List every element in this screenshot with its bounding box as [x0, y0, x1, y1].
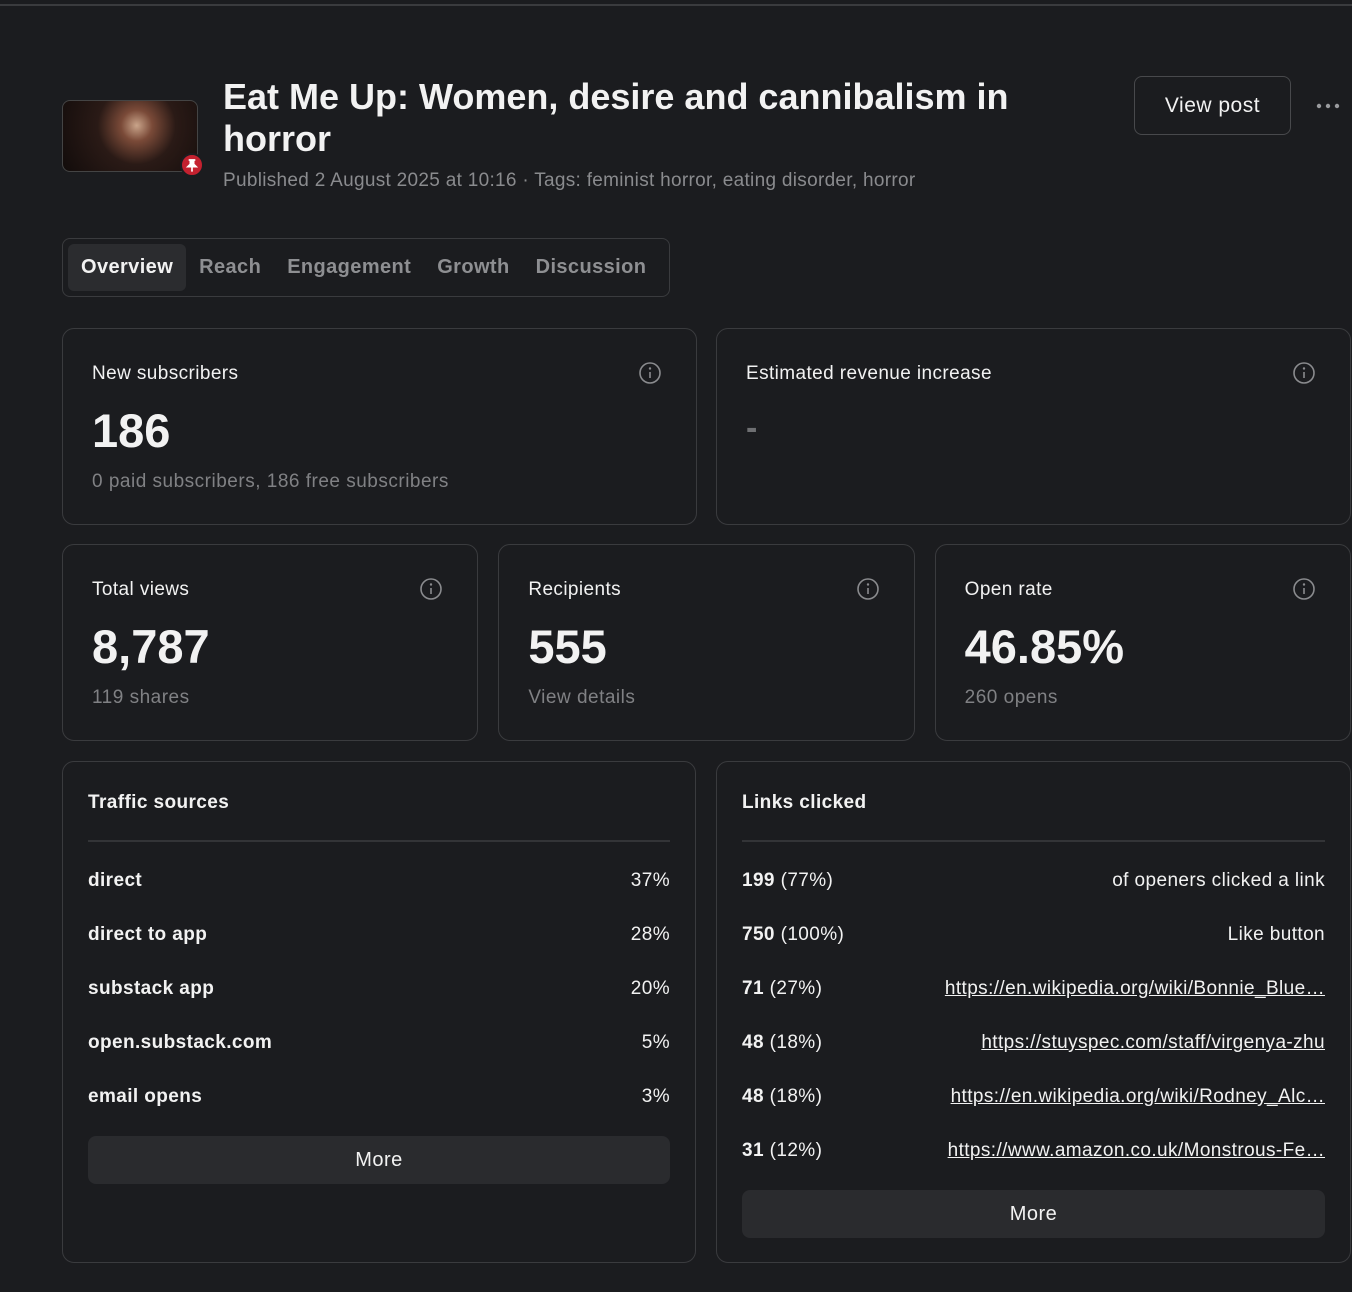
link-percent: (77%): [780, 870, 834, 891]
link-percent: (100%): [780, 924, 845, 945]
link-count: 71: [742, 978, 764, 999]
more-menu[interactable]: [1316, 100, 1340, 112]
link-percent: (18%): [769, 1032, 823, 1053]
link-row: 199 (77%) of openers clicked a link: [742, 866, 1325, 896]
pin-badge: [180, 153, 204, 177]
panel-title: Traffic sources: [88, 792, 230, 813]
tab[interactable]: Overview: [68, 244, 187, 291]
link-label: of openers clicked a link: [1112, 870, 1325, 891]
traffic-row: direct to app 28%: [88, 920, 670, 950]
link-row: 48 (18%) https://stuyspec.com/staff/virge…: [742, 1028, 1325, 1058]
card-value: 8,787: [92, 620, 210, 673]
source-share: 28%: [630, 924, 670, 945]
tab[interactable]: Discussion: [535, 256, 647, 278]
tab-bar: Overview Reach Engagement Growth Discussion: [62, 238, 670, 297]
info-icon[interactable]: [1292, 361, 1316, 390]
card-label: New subscribers: [92, 363, 239, 384]
source-name: substack app: [88, 978, 215, 999]
link-row: 71 (27%) https://en.wikipedia.org/wiki/Bo…: [742, 974, 1325, 1004]
link-count: 31: [742, 1140, 764, 1161]
tab[interactable]: Reach: [199, 256, 262, 278]
link-row: 31 (12%) https://www.amazon.co.uk/Monstro…: [742, 1136, 1325, 1166]
traffic-row: direct 37%: [88, 866, 670, 896]
card-note: 119 shares: [92, 687, 190, 708]
card-label: Recipients: [528, 579, 622, 600]
info-icon[interactable]: [638, 361, 662, 390]
traffic-row: open.substack.com 5%: [88, 1028, 670, 1058]
divider: [742, 840, 1325, 842]
source-share: 5%: [641, 1032, 670, 1053]
card-value: -: [746, 409, 758, 447]
info-icon[interactable]: [856, 577, 880, 606]
link-label[interactable]: https://stuyspec.com/staff/virgenya-zhu: [981, 1032, 1325, 1053]
link-label[interactable]: https://en.wikipedia.org/wiki/Bonnie_Blu…: [944, 978, 1325, 999]
traffic-row: email opens 3%: [88, 1082, 670, 1112]
source-share: 3%: [641, 1086, 670, 1107]
link-count: 48: [742, 1032, 764, 1053]
source-name: email opens: [88, 1086, 203, 1107]
card-note: 0 paid subscribers, 186 free subscribers: [92, 471, 449, 492]
post-thumbnail: [62, 100, 198, 172]
link-row: 48 (18%) https://en.wikipedia.org/wiki/Ro…: [742, 1082, 1325, 1112]
link-stats: 48 (18%): [742, 1086, 822, 1108]
info-icon[interactable]: [419, 577, 443, 606]
info-icon[interactable]: [1292, 577, 1316, 606]
link-count: 750: [742, 924, 775, 945]
link-label[interactable]: https://en.wikipedia.org/wiki/Rodney_Alc…: [950, 1086, 1325, 1107]
card-label: Estimated revenue increase: [746, 363, 992, 384]
links-panel: Links clicked 199 (77%) of openers clicked…: [716, 761, 1351, 1263]
stat-card: Estimated revenue increase -: [716, 328, 1351, 525]
card-label: Total views: [92, 579, 190, 600]
tab[interactable]: Engagement: [287, 256, 412, 278]
stat-card: Total views 8,787 119 shares: [62, 544, 479, 741]
source-name: direct: [88, 870, 143, 891]
source-share: 20%: [630, 978, 670, 999]
link-percent: (27%): [769, 978, 823, 999]
traffic-row: substack app 20%: [88, 974, 670, 1004]
link-percent: (18%): [769, 1086, 823, 1107]
summary-row: New subscribers 186 0 paid subscribers, 18…: [62, 328, 1351, 525]
link-percent: (12%): [769, 1140, 823, 1161]
card-value: 555: [528, 620, 607, 673]
link-count: 199: [742, 870, 775, 891]
link-stats: 71 (27%): [742, 978, 822, 1000]
view-post-button[interactable]: View post: [1134, 76, 1291, 135]
post-meta: Published 2 August 2025 at 10:16 · Tags:…: [223, 170, 916, 191]
source-share: 37%: [630, 870, 670, 891]
post-title: Eat Me Up: Women, desire and cannibalism…: [223, 76, 1009, 159]
card-note[interactable]: View details: [528, 687, 636, 708]
more-button[interactable]: More: [742, 1190, 1325, 1238]
card-label: Open rate: [964, 579, 1053, 600]
link-stats: 31 (12%): [742, 1140, 822, 1162]
card-note: 260 opens: [964, 687, 1058, 708]
source-name: direct to app: [88, 924, 208, 945]
link-stats: 199 (77%): [742, 870, 833, 892]
divider: [88, 840, 670, 842]
stat-card: New subscribers 186 0 paid subscribers, 18…: [62, 328, 697, 525]
stats-row: Total views 8,787 119 shares Recipients 555 V…: [62, 544, 1351, 741]
card-value: 46.85%: [964, 620, 1125, 673]
top-border: [0, 4, 1352, 6]
link-label: Like button: [1227, 924, 1325, 945]
more-button[interactable]: More: [88, 1136, 670, 1184]
link-label[interactable]: https://www.amazon.co.uk/Monstrous-Fe…: [947, 1140, 1325, 1161]
card-value: 186: [92, 404, 171, 457]
link-stats: 48 (18%): [742, 1032, 822, 1054]
stat-card: Open rate 46.85% 260 opens: [934, 544, 1351, 741]
stat-card: Recipients 555 View details: [498, 544, 915, 741]
link-stats: 750 (100%): [742, 924, 844, 946]
source-name: open.substack.com: [88, 1032, 273, 1053]
traffic-panel: Traffic sources direct 37% direct to app 28%…: [62, 761, 696, 1263]
panel-title: Links clicked: [742, 792, 867, 813]
tab[interactable]: Growth: [437, 256, 510, 278]
link-count: 48: [742, 1086, 764, 1107]
link-row: 750 (100%) Like button: [742, 920, 1325, 950]
